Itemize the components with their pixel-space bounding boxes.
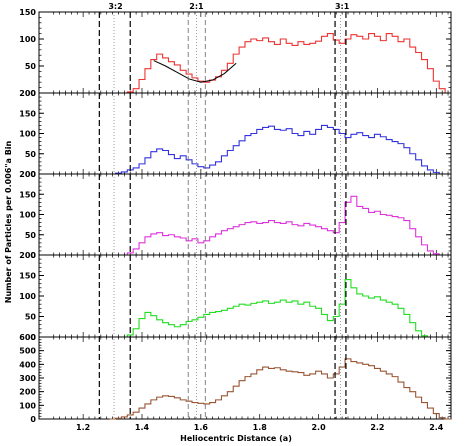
x-tick-label: 1.8: [253, 423, 268, 432]
y-tick-label: 200: [19, 388, 36, 397]
x-tick-label: 1.4: [135, 423, 150, 432]
resonance-labels-group: 3:2 2:1 3:1: [108, 2, 349, 11]
panel-1: 0 50 100 150: [19, 8, 452, 98]
y-tick-label: 0: [30, 170, 36, 179]
y-tick-label: 0: [30, 251, 36, 260]
y-tick-label: 150: [19, 190, 36, 199]
x-tick-labels-group: 1.2 1.4 1.6 1.8 2.0 2.2 2.4: [76, 423, 444, 432]
y-tick-label: 150: [19, 8, 36, 17]
y-tick-label: 50: [25, 150, 37, 159]
x-axis-title: Heliocentric Distance (a): [180, 434, 292, 443]
panel-frame: [38, 92, 452, 175]
y-tick-label: 0: [30, 89, 36, 98]
x-tick-label: 1.6: [194, 423, 209, 432]
histogram-series-4: [126, 279, 429, 337]
y-tick-label: 300: [19, 374, 36, 383]
histogram-series-5: [109, 358, 451, 420]
y-tick-label: 100: [19, 130, 36, 139]
y-tick-label: 500: [19, 347, 36, 356]
panel-3: 0 50 100 150 200: [19, 170, 452, 260]
panel-frame: [38, 254, 452, 338]
resonance-label: 3:2: [108, 2, 122, 11]
y-tick-label: 200: [19, 170, 36, 179]
y-tick-label: 150: [19, 109, 36, 118]
x-tick-label: 1.2: [76, 423, 90, 432]
y-tick-label: 100: [19, 211, 36, 220]
y-axis-title: Number of Particles per 0.006"a Bin: [4, 140, 13, 303]
y-tick-label: 600: [19, 333, 36, 342]
y-tick-label: 100: [19, 292, 36, 301]
panel-5: 0 100 200 300 400 500 600: [19, 333, 452, 424]
histogram-series-2: [109, 124, 446, 175]
x-tick-label: 2.2: [370, 423, 384, 432]
panel-2: 0 50 100 150 200: [19, 89, 452, 179]
y-tick-label: 50: [25, 62, 37, 71]
x-tick-label: 2.4: [429, 423, 444, 432]
histogram-series-3: [121, 195, 446, 256]
panel-4: 0 50 100 150 200: [19, 251, 452, 342]
fit-curve: [153, 60, 237, 83]
resonance-lines-group: [98, 12, 347, 419]
x-tick-label: 2.0: [311, 423, 326, 432]
panel-frame: [38, 173, 452, 256]
panel-frame: [38, 11, 452, 94]
y-tick-label: 150: [19, 272, 36, 281]
y-tick-label: 50: [25, 313, 37, 322]
y-tick-label: 400: [19, 360, 36, 369]
y-tick-label: 200: [19, 251, 36, 260]
y-tick-label: 0: [30, 333, 36, 342]
histogram-series-1: [126, 33, 446, 93]
panels-group: 0501001500501001502000501001502000501001…: [19, 8, 452, 424]
y-tick-label: 100: [19, 401, 36, 410]
resonance-label: 3:1: [335, 2, 350, 11]
y-tick-label: 100: [19, 35, 36, 44]
y-tick-label: 50: [25, 231, 37, 240]
y-tick-label: 0: [30, 415, 36, 424]
y-tick-label: 200: [19, 89, 36, 98]
resonance-label: 2:1: [189, 2, 204, 11]
